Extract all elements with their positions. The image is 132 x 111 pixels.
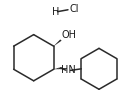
Text: HN: HN [61,65,76,75]
Text: H: H [52,7,59,17]
Text: OH: OH [62,30,77,40]
Polygon shape [54,40,62,46]
Text: Cl: Cl [70,4,79,14]
